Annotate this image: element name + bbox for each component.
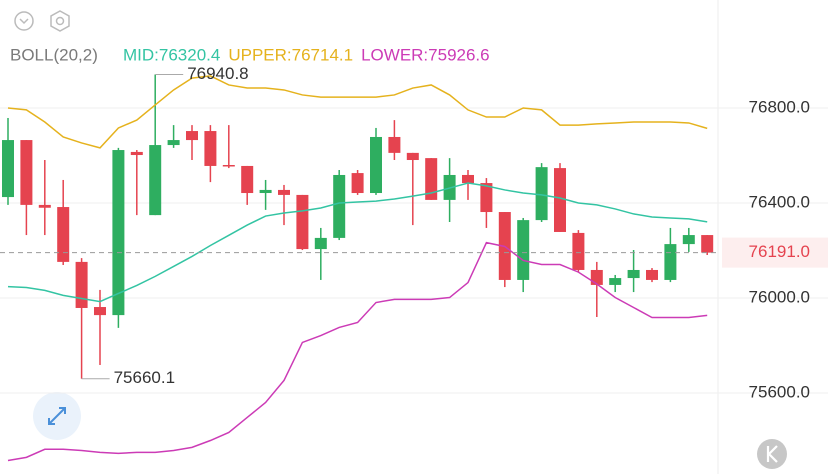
candle-body <box>627 269 640 279</box>
max-label: 76940.8 <box>187 64 248 83</box>
candle-body <box>351 173 364 194</box>
candle-body <box>388 136 401 153</box>
candle-body <box>186 131 198 141</box>
indicator-label: BOLL(20,2) <box>10 45 98 64</box>
candle-body <box>664 244 677 280</box>
candle-body <box>204 131 217 166</box>
legend-entry: UPPER:76714.1 <box>228 45 353 64</box>
expand-button[interactable] <box>33 392 81 440</box>
candle-body <box>167 140 180 146</box>
candle-body <box>480 183 493 213</box>
candle-body <box>75 261 88 308</box>
last-price-label: 76191.0 <box>749 242 810 261</box>
candle-body <box>94 307 106 316</box>
candle-body <box>38 204 51 208</box>
legend-entry: LOWER:75926.6 <box>361 45 490 64</box>
candle-body <box>222 165 235 167</box>
band-line <box>7 241 708 462</box>
min-label: 75660.1 <box>114 368 175 387</box>
candle-body <box>20 140 33 205</box>
candle-body <box>462 174 474 184</box>
candle-body <box>406 152 419 161</box>
candle-body <box>112 150 125 316</box>
candle-body <box>572 232 585 270</box>
candle-body <box>425 158 438 200</box>
y-tick-label: 76000.0 <box>749 287 810 306</box>
candle-body <box>701 235 714 253</box>
y-tick-label: 75600.0 <box>749 382 810 401</box>
candle-body <box>370 136 382 194</box>
last-price-box <box>722 237 828 268</box>
legend-entry: MID:76320.4 <box>123 45 220 64</box>
candle-body <box>314 237 327 250</box>
k-button[interactable] <box>757 439 787 469</box>
candle-body <box>278 189 290 195</box>
candle-body <box>535 167 548 221</box>
band-line <box>7 182 708 303</box>
band-line <box>7 75 708 149</box>
candle-body <box>590 269 603 285</box>
candle-body <box>130 151 143 156</box>
candle-body <box>682 235 695 245</box>
candle-body <box>517 220 530 280</box>
candle-body <box>554 168 566 232</box>
candle-body <box>241 165 254 194</box>
candle-body <box>333 174 346 238</box>
candle-body <box>2 140 14 198</box>
candle-body <box>259 189 272 194</box>
candle-body <box>57 207 70 262</box>
y-tick-label: 76800.0 <box>749 97 810 116</box>
y-tick-label: 76400.0 <box>749 192 810 211</box>
candle-body <box>296 194 309 250</box>
candle-body <box>149 145 162 216</box>
collapse-icon[interactable] <box>14 11 34 31</box>
candle-body <box>646 269 658 280</box>
candle-body <box>609 278 622 285</box>
settings-icon[interactable] <box>50 10 70 32</box>
